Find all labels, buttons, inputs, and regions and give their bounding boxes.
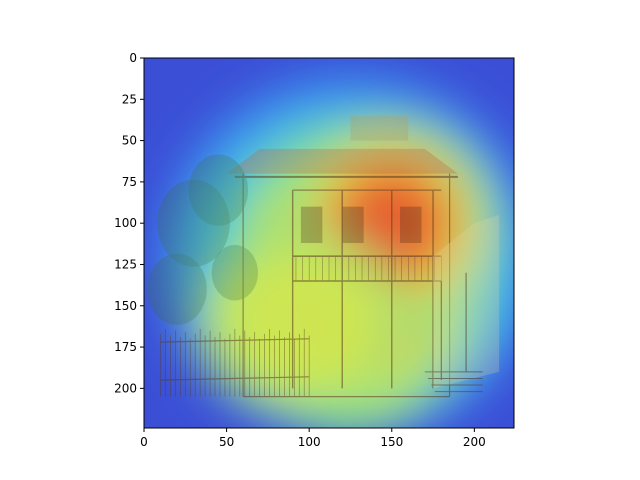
x-tick-label: 100	[298, 435, 321, 449]
window	[300, 206, 323, 243]
plot-area	[144, 58, 514, 428]
sketch-line	[160, 376, 310, 381]
plot-frame	[143, 57, 515, 429]
x-tick-label: 50	[219, 435, 234, 449]
x-tick-label: 200	[463, 435, 486, 449]
y-tick-label: 75	[122, 175, 137, 189]
tree	[147, 253, 207, 325]
y-tick-label: 100	[114, 216, 137, 230]
x-tick-label: 0	[140, 435, 148, 449]
roof	[226, 148, 458, 174]
house-sketch-overlay	[147, 115, 500, 398]
chimney	[350, 115, 409, 141]
y-tick-label: 0	[129, 51, 137, 65]
window	[400, 206, 422, 243]
y-tick-label: 200	[114, 381, 137, 395]
heat-hotspot-2	[211, 243, 391, 401]
y-tick-label: 175	[114, 340, 137, 354]
y-tick-label: 125	[114, 257, 137, 271]
tree	[157, 179, 230, 267]
x-axis: 0 50 100 150 200	[140, 428, 486, 449]
x-tick-label: 150	[380, 435, 403, 449]
sketch-line	[160, 338, 310, 343]
y-axis: 0 25 50 75 100 125 150 175 200	[114, 51, 144, 395]
y-tick-label: 150	[114, 299, 137, 313]
y-tick-label: 50	[122, 134, 137, 148]
axes: 0 50 100 150 200 0 25 50 75 100 125 150 175 200	[114, 51, 515, 449]
window	[342, 206, 364, 243]
tree	[211, 244, 258, 301]
heatmap-layer	[160, 71, 514, 428]
y-tick-label: 25	[122, 92, 137, 106]
tree	[188, 154, 249, 226]
